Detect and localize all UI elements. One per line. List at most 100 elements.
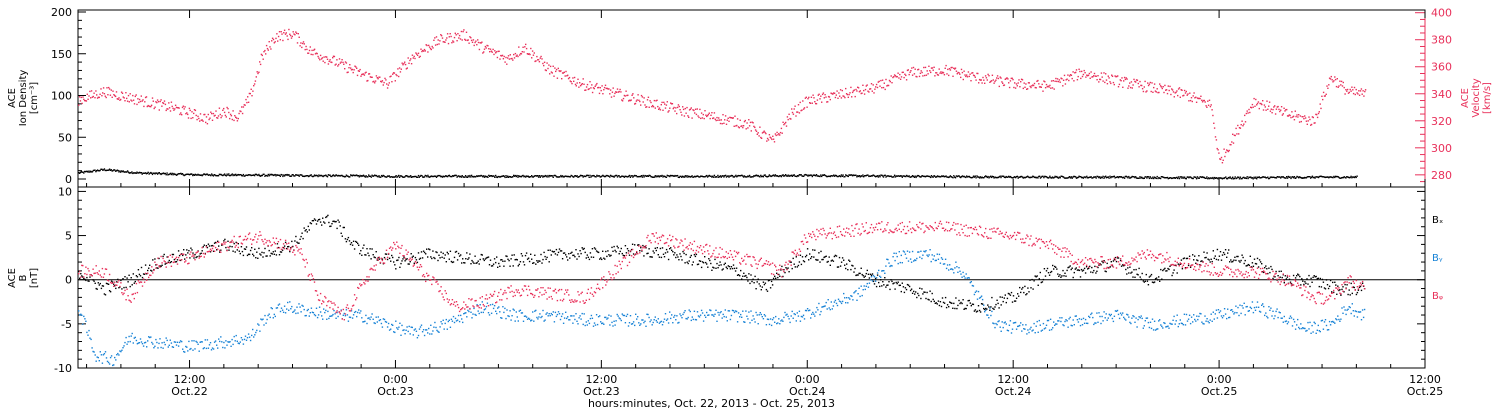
- bx-point: [916, 297, 917, 298]
- density-point: [616, 175, 617, 176]
- velocity-point: [353, 69, 354, 70]
- bx-point: [667, 251, 668, 252]
- bx-point: [1157, 279, 1158, 280]
- bx-point: [196, 256, 197, 257]
- density-point: [879, 176, 880, 177]
- velocity-point: [755, 129, 756, 130]
- density-point: [417, 177, 418, 178]
- velocity-point: [643, 101, 644, 102]
- bx-point: [439, 257, 440, 258]
- velocity-point: [423, 50, 424, 51]
- velocity-point: [1221, 157, 1222, 158]
- velocity-point: [782, 122, 783, 123]
- bx-point: [730, 268, 731, 269]
- by-point: [82, 324, 83, 325]
- velocity-point: [1196, 102, 1197, 103]
- velocity-point: [803, 108, 804, 109]
- bx-point: [1121, 266, 1122, 267]
- by-point: [236, 335, 237, 336]
- velocity-point: [326, 56, 327, 57]
- velocity-point: [295, 31, 296, 32]
- bx-point: [775, 278, 776, 279]
- by-point: [450, 327, 451, 328]
- bx-point: [591, 256, 592, 257]
- by-point: [421, 325, 422, 326]
- velocity-point: [468, 39, 469, 40]
- density-point: [470, 176, 471, 177]
- velocity-point: [521, 53, 522, 54]
- bx-point: [1206, 252, 1207, 253]
- by-point: [413, 334, 414, 335]
- by-point: [395, 321, 396, 322]
- by-point: [368, 317, 369, 318]
- density-point: [548, 176, 549, 177]
- bx-point: [747, 280, 748, 281]
- bx-point: [740, 270, 741, 271]
- bx-point: [535, 264, 536, 265]
- bx-point: [99, 284, 100, 285]
- bx-point: [365, 254, 366, 255]
- bx-point: [1081, 269, 1082, 270]
- by-point: [250, 340, 251, 341]
- density-point: [104, 168, 105, 169]
- bx-point: [441, 257, 442, 258]
- bx-point: [202, 250, 203, 251]
- velocity-point: [565, 75, 566, 76]
- bx-point: [335, 221, 336, 222]
- velocity-point: [1333, 80, 1334, 81]
- velocity-point: [1305, 117, 1306, 118]
- bx-point: [795, 266, 796, 267]
- bx-point: [1127, 267, 1128, 268]
- velocity-point: [844, 97, 845, 98]
- velocity-point: [997, 75, 998, 76]
- velocity-point: [556, 69, 557, 70]
- velocity-point: [195, 110, 196, 111]
- velocity-point: [1098, 81, 1099, 82]
- bx-point: [445, 254, 446, 255]
- velocity-point: [245, 99, 246, 100]
- by-point: [213, 348, 214, 349]
- velocity-point: [654, 100, 655, 101]
- velocity-point: [855, 89, 856, 90]
- density-point: [1145, 176, 1146, 177]
- velocity-point: [553, 66, 554, 67]
- velocity-point: [1018, 79, 1019, 80]
- bx-point: [1013, 295, 1014, 296]
- velocity-point: [1119, 84, 1120, 85]
- velocity-point: [750, 122, 751, 123]
- velocity-point: [248, 102, 249, 103]
- by-point: [430, 325, 431, 326]
- velocity-point: [1235, 135, 1236, 136]
- velocity-point: [834, 93, 835, 94]
- velocity-point: [529, 54, 530, 55]
- velocity-point: [1238, 133, 1239, 134]
- bx-point: [179, 255, 180, 256]
- bx-point: [1138, 268, 1139, 269]
- by-point: [435, 327, 436, 328]
- by-point: [610, 315, 611, 316]
- bx-point: [1275, 271, 1276, 272]
- velocity-point: [676, 113, 677, 114]
- bx-point: [1001, 304, 1002, 305]
- bx-point: [272, 253, 273, 254]
- velocity-point: [713, 117, 714, 118]
- velocity-point: [1167, 93, 1168, 94]
- bx-point: [245, 249, 246, 250]
- density-point: [224, 173, 225, 174]
- density-point: [1294, 176, 1295, 177]
- density-point: [232, 173, 233, 174]
- velocity-point: [1267, 109, 1268, 110]
- density-point: [848, 176, 849, 177]
- velocity-point: [490, 49, 491, 50]
- velocity-point: [1033, 85, 1034, 86]
- velocity-point: [1188, 100, 1189, 101]
- by-point: [650, 319, 651, 320]
- bx-point: [627, 248, 628, 249]
- velocity-point: [992, 75, 993, 76]
- velocity-point: [359, 69, 360, 70]
- bx-point: [464, 262, 465, 263]
- velocity-point: [1265, 106, 1266, 107]
- bx-point: [472, 261, 473, 262]
- bx-point: [882, 281, 883, 282]
- bx-point: [703, 262, 704, 263]
